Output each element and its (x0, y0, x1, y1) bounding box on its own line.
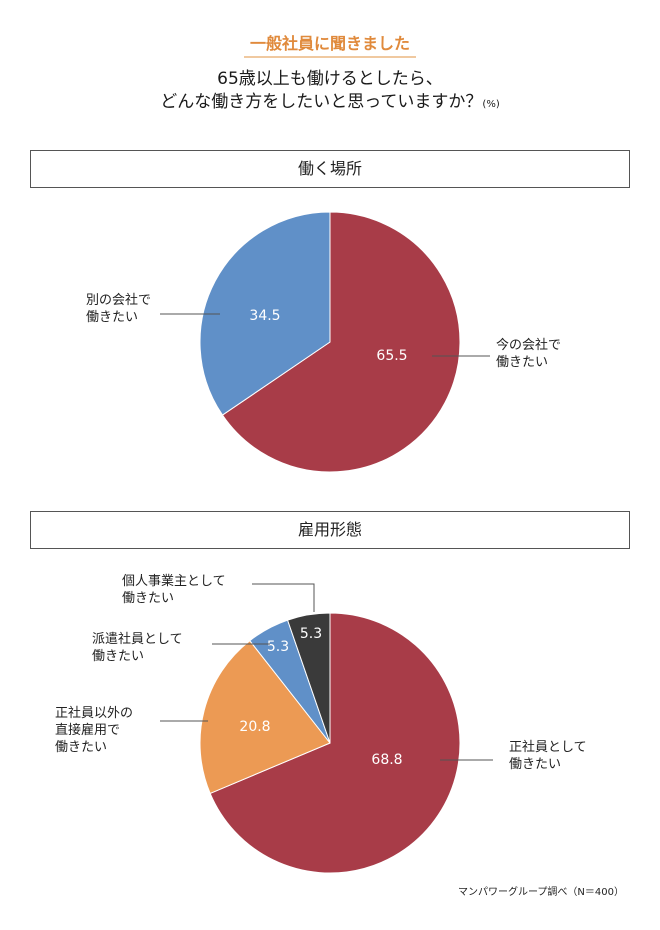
pie-chart-work-place: 65.5 今の会社で働きたい 34.5 別の会社で働きたい (86, 211, 561, 473)
unit-label: (%) (482, 99, 500, 110)
slice-label-0: 正社員として働きたい (509, 739, 587, 772)
slice-value-3: 5.3 (300, 626, 322, 642)
headline-line2: どんな働き方をしたいと思っていますか？(%) (0, 91, 660, 116)
slice-label-1: 別の会社で働きたい (86, 292, 151, 325)
slice-value-0: 68.8 (371, 752, 402, 768)
chart1-title-box: 働く場所 (30, 150, 630, 188)
slice-label-0: 今の会社で働きたい (496, 337, 561, 370)
headline-line2-text: どんな働き方をしたいと思っていますか？ (160, 92, 483, 112)
chart2-title: 雇用形態 (297, 520, 362, 539)
pie-slice-3 (286, 612, 331, 744)
slice-label-2: 派遣社員として働きたい (92, 631, 183, 664)
pie-slice-0 (221, 211, 461, 473)
survey-tag: 一般社員に聞きました (0, 30, 660, 58)
pie-slice-0 (209, 612, 461, 874)
chart2-title-box: 雇用形態 (30, 511, 630, 549)
slice-label-3: 個人事業主として働きたい (122, 573, 226, 606)
chart1-title: 働く場所 (297, 159, 362, 178)
slice-label-1: 正社員以外の直接雇用で働きたい (55, 705, 133, 755)
headline: 65歳以上も働けるとしたら、 どんな働き方をしたいと思っていますか？(%) (0, 68, 660, 116)
pie-slice-1 (199, 639, 331, 795)
pie-slice-1 (199, 211, 331, 416)
slice-value-0: 65.5 (376, 348, 407, 364)
survey-tag-text: 一般社員に聞きました (243, 30, 416, 58)
leader-line-3 (252, 583, 315, 612)
headline-line1: 65歳以上も働けるとしたら、 (217, 69, 443, 89)
pie-chart-employment-type: 68.8 正社員として働きたい 20.8 正社員以外の直接雇用で働きたい 5.3 派遣社員… (55, 573, 587, 874)
slice-value-1: 20.8 (239, 719, 270, 735)
slice-value-1: 34.5 (249, 308, 280, 324)
slice-value-2: 5.3 (267, 639, 289, 655)
source-note: マンパワーグループ調べ（N＝400） (458, 887, 624, 898)
